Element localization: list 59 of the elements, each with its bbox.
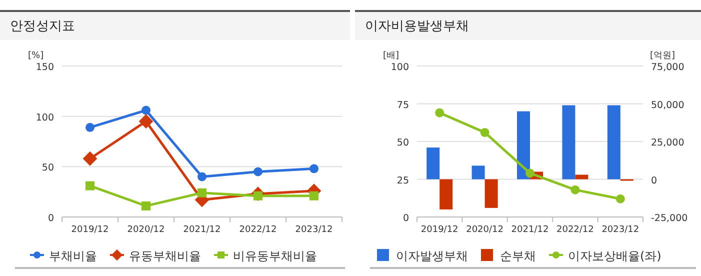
point [435,108,444,118]
y-tick-label: 50 [42,162,54,174]
y2-tick-label: -25,000 [651,213,688,224]
bar [472,166,485,180]
legend-label: 비유동부채비율 [233,249,317,263]
point [198,188,206,198]
bar [562,105,576,180]
x-tick-label: 2023/12 [602,225,640,235]
point [198,172,206,182]
y-tick-label: 150 [36,62,54,73]
x-tick-label: 2022/12 [239,225,277,235]
bar [517,111,530,180]
x-tick-label: 2023/12 [295,225,333,235]
point [310,164,318,174]
point [142,106,150,115]
point [142,201,150,210]
bar [607,105,620,180]
y-tick-label: 0 [402,213,409,224]
point [526,168,534,178]
y-tick-label: 100 [390,62,409,73]
chart-title: 안정성지표 [10,19,75,34]
y2-axis-title: [억원] [650,51,676,61]
y-axis-title: [배] [383,51,400,61]
y2-tick-label: 50,000 [651,100,684,111]
bar [426,148,440,180]
chart-title: 이자비용발생부채 [365,19,469,34]
y-axis-title: [%] [28,51,44,61]
x-tick-label: 2021/12 [511,225,549,235]
point [480,128,490,137]
legend-label: 이자보상배율(좌) [568,249,662,263]
y2-tick-label: 25,000 [651,138,684,148]
y-tick-label: 75 [396,100,409,111]
bar [484,179,498,208]
point [86,181,94,190]
y2-tick-label: 0 [651,175,658,186]
point [310,191,318,200]
x-tick-label: 2021/12 [183,225,221,235]
point [254,167,262,176]
bar [440,179,453,210]
point [138,114,154,129]
y-tick-label: 100 [36,112,54,124]
x-tick-label: 2020/12 [127,225,165,235]
x-tick-label: 2019/12 [420,225,458,235]
x-tick-label: 2022/12 [556,225,594,235]
legend-label: 이자발생부채 [396,249,468,263]
x-tick-label: 2020/12 [466,225,504,235]
legend-label: 유동부채비율 [129,249,201,263]
y-tick-label: 0 [48,213,54,224]
legend-label: 순부채 [500,249,536,263]
point [616,194,625,204]
x-tick-label: 2019/12 [71,225,109,235]
bar [575,174,588,180]
y-tick-label: 25 [396,175,409,186]
point [570,185,580,194]
legend-label: 부채비율 [49,249,97,263]
point [86,122,94,132]
y2-tick-label: 75,000 [651,62,684,73]
y-tick-label: 50 [396,138,409,148]
point [82,151,98,166]
